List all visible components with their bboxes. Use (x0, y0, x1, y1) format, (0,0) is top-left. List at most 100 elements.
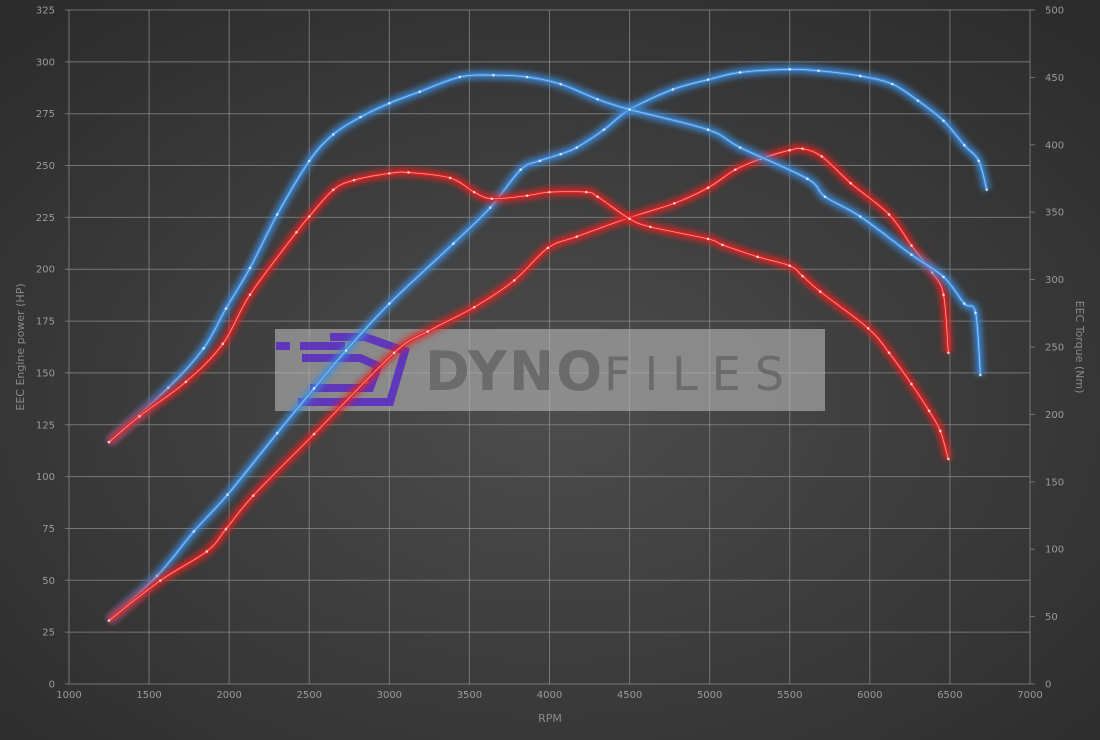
data-point (548, 190, 551, 194)
data-point (519, 168, 522, 171)
data-point (352, 178, 356, 182)
data-point (963, 143, 966, 147)
x-tick-label: 2000 (216, 690, 241, 701)
y-right-tick-label: 400 (1045, 140, 1064, 151)
data-point (418, 90, 422, 93)
data-point (248, 266, 252, 270)
x-tick-label: 1000 (56, 690, 81, 701)
data-point (512, 279, 516, 282)
data-point (817, 69, 820, 73)
x-axis-title: RPM (538, 712, 562, 725)
data-point (546, 246, 550, 250)
data-point (858, 215, 862, 218)
data-point (979, 373, 982, 377)
data-point (788, 148, 792, 152)
y-left-tick-label: 250 (36, 161, 55, 172)
y-left-tick-label: 175 (36, 317, 55, 328)
data-point (890, 82, 894, 86)
data-point (788, 264, 792, 268)
data-point (221, 342, 225, 346)
y-right-tick-label: 250 (1045, 343, 1064, 354)
data-point (158, 579, 162, 582)
data-point (818, 290, 822, 293)
data-point (538, 159, 542, 163)
data-point (359, 115, 362, 119)
data-point (706, 186, 710, 190)
y-right-tick-label: 100 (1045, 545, 1064, 556)
x-tick-label: 7000 (1017, 690, 1042, 701)
data-point (673, 201, 676, 205)
data-point (458, 75, 462, 79)
data-point (820, 155, 824, 158)
data-point (472, 305, 476, 309)
y-left-tick-label: 150 (36, 368, 55, 379)
data-point (887, 213, 891, 216)
y-left-tick-label: 125 (36, 420, 55, 431)
data-point (910, 244, 913, 247)
data-point (947, 351, 950, 355)
data-point (806, 177, 809, 181)
data-point (452, 242, 455, 245)
data-point (910, 253, 913, 256)
data-point (575, 235, 579, 238)
data-point (756, 255, 760, 259)
data-point (649, 225, 652, 229)
data-point (202, 347, 205, 350)
data-point (331, 188, 335, 192)
y-left-tick-label: 225 (36, 213, 55, 224)
data-point (492, 73, 495, 77)
y-right-axis-title: EEC Torque (Nm) (1073, 301, 1086, 394)
data-point (224, 307, 228, 310)
data-point (942, 119, 945, 123)
data-point (721, 243, 724, 247)
y-right-tick-label: 200 (1045, 410, 1064, 421)
data-point (331, 133, 335, 136)
data-point (738, 71, 742, 74)
data-point (628, 108, 631, 111)
y-left-tick-label: 0 (49, 680, 55, 691)
data-point (942, 275, 945, 279)
data-point (312, 387, 316, 390)
data-point (472, 190, 476, 194)
data-point (910, 382, 913, 386)
x-tick-label: 5000 (697, 690, 722, 701)
data-point (224, 527, 228, 531)
data-point (488, 206, 492, 209)
torque-curve-blue (106, 70, 985, 446)
data-point (426, 330, 430, 333)
x-tick-label: 6500 (937, 690, 962, 701)
data-point (866, 327, 870, 330)
data-point (801, 147, 804, 151)
data-point (849, 181, 852, 185)
data-point (559, 152, 563, 156)
power-curve-red-core (108, 147, 949, 621)
watermark-text-light: FILES (604, 347, 798, 401)
x-tick-label: 2500 (297, 690, 322, 701)
data-point (448, 176, 452, 180)
watermark-text-bold: DYNO (425, 340, 604, 403)
y-left-tick-label: 75 (42, 524, 55, 535)
data-point (738, 146, 742, 149)
data-point (596, 97, 599, 101)
data-point (706, 128, 710, 132)
y-right-tick-label: 450 (1045, 73, 1064, 84)
data-point (858, 74, 862, 78)
data-point (575, 146, 579, 149)
data-point (275, 213, 279, 216)
data-point (916, 99, 920, 102)
data-point (788, 68, 792, 71)
y-right-tick-label: 350 (1045, 208, 1064, 219)
data-point (706, 78, 710, 81)
data-point (248, 293, 252, 296)
y-left-tick-label: 25 (42, 628, 55, 639)
data-point (706, 237, 710, 241)
watermark-box (275, 329, 825, 411)
data-point (801, 274, 804, 278)
data-point (138, 414, 141, 418)
data-point (251, 494, 255, 497)
x-tick-label: 4000 (537, 690, 562, 701)
data-point (977, 159, 981, 163)
data-point (585, 190, 588, 194)
power-curve-blue (105, 64, 992, 624)
